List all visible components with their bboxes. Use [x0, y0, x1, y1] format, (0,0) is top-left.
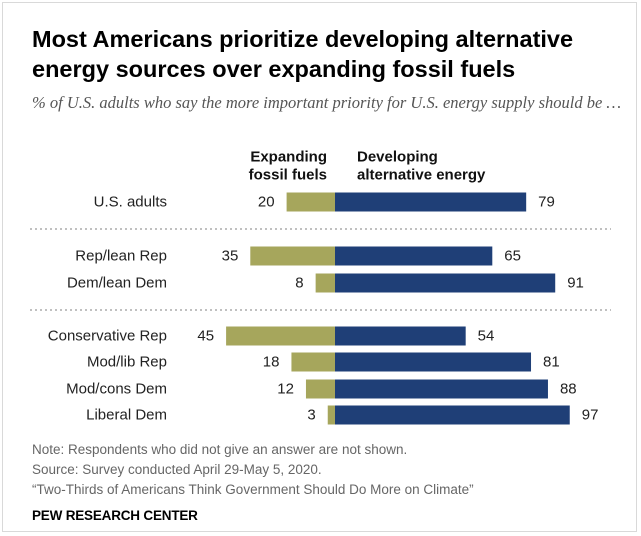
chart-frame	[2, 2, 637, 532]
value-label-alternative-energy: 81	[543, 354, 560, 371]
value-label-alternative-energy: 54	[478, 328, 495, 345]
value-label-alternative-energy: 88	[560, 381, 577, 398]
category-label: Dem/lean Dem	[67, 275, 167, 292]
category-label: U.S. adults	[94, 194, 167, 211]
source-line: Source: Survey conducted April 29-May 5,…	[32, 462, 322, 477]
chart-title: Most Americans prioritize developing alt…	[32, 26, 574, 82]
value-label-fossil-fuels: 45	[197, 328, 214, 345]
note-line: Note: Respondents who did not give an an…	[32, 442, 408, 457]
value-label-fossil-fuels: 20	[258, 194, 275, 211]
report-title-line: “Two-Thirds of Americans Think Governmen…	[32, 482, 474, 497]
legend-alternative-energy: alternative energy	[357, 167, 486, 184]
value-label-fossil-fuels: 8	[295, 275, 303, 292]
category-label: Rep/lean Rep	[75, 248, 167, 265]
bar-alternative-energy	[335, 379, 548, 399]
value-label-alternative-energy: 91	[567, 275, 584, 292]
bar-alternative-energy	[335, 352, 532, 372]
category-label: Conservative Rep	[48, 328, 167, 345]
category-label: Liberal Dem	[86, 407, 167, 424]
bar-fossil-fuels	[286, 192, 335, 212]
category-label: Mod/cons Dem	[66, 381, 167, 398]
value-label-fossil-fuels: 3	[307, 407, 315, 424]
value-label-fossil-fuels: 12	[277, 381, 294, 398]
bar-fossil-fuels	[226, 326, 335, 346]
bar-fossil-fuels	[291, 352, 335, 372]
value-label-fossil-fuels: 18	[263, 354, 280, 371]
bar-alternative-energy	[335, 246, 493, 266]
bar-alternative-energy	[335, 405, 570, 425]
bar-alternative-energy	[335, 192, 527, 212]
bar-fossil-fuels	[305, 379, 335, 399]
legend-fossil-fuels: Expanding	[250, 149, 327, 166]
bar-fossil-fuels	[315, 273, 335, 293]
value-label-alternative-energy: 97	[582, 407, 599, 424]
bar-alternative-energy	[335, 273, 556, 293]
chart-subtitle: % of U.S. adults who say the more import…	[32, 93, 622, 112]
bar-fossil-fuels	[327, 405, 335, 425]
category-label: Mod/lib Rep	[87, 354, 167, 371]
legend-alternative-energy: Developing	[357, 149, 438, 166]
bar-alternative-energy	[335, 326, 466, 346]
legend-fossil-fuels: fossil fuels	[249, 167, 327, 184]
value-label-alternative-energy: 65	[504, 248, 521, 265]
bar-fossil-fuels	[250, 246, 335, 266]
value-label-fossil-fuels: 35	[222, 248, 239, 265]
brand-logo: PEW RESEARCH CENTER	[32, 508, 198, 523]
notes: Note: Respondents who did not give an an…	[32, 440, 622, 500]
value-label-alternative-energy: 79	[538, 194, 555, 211]
